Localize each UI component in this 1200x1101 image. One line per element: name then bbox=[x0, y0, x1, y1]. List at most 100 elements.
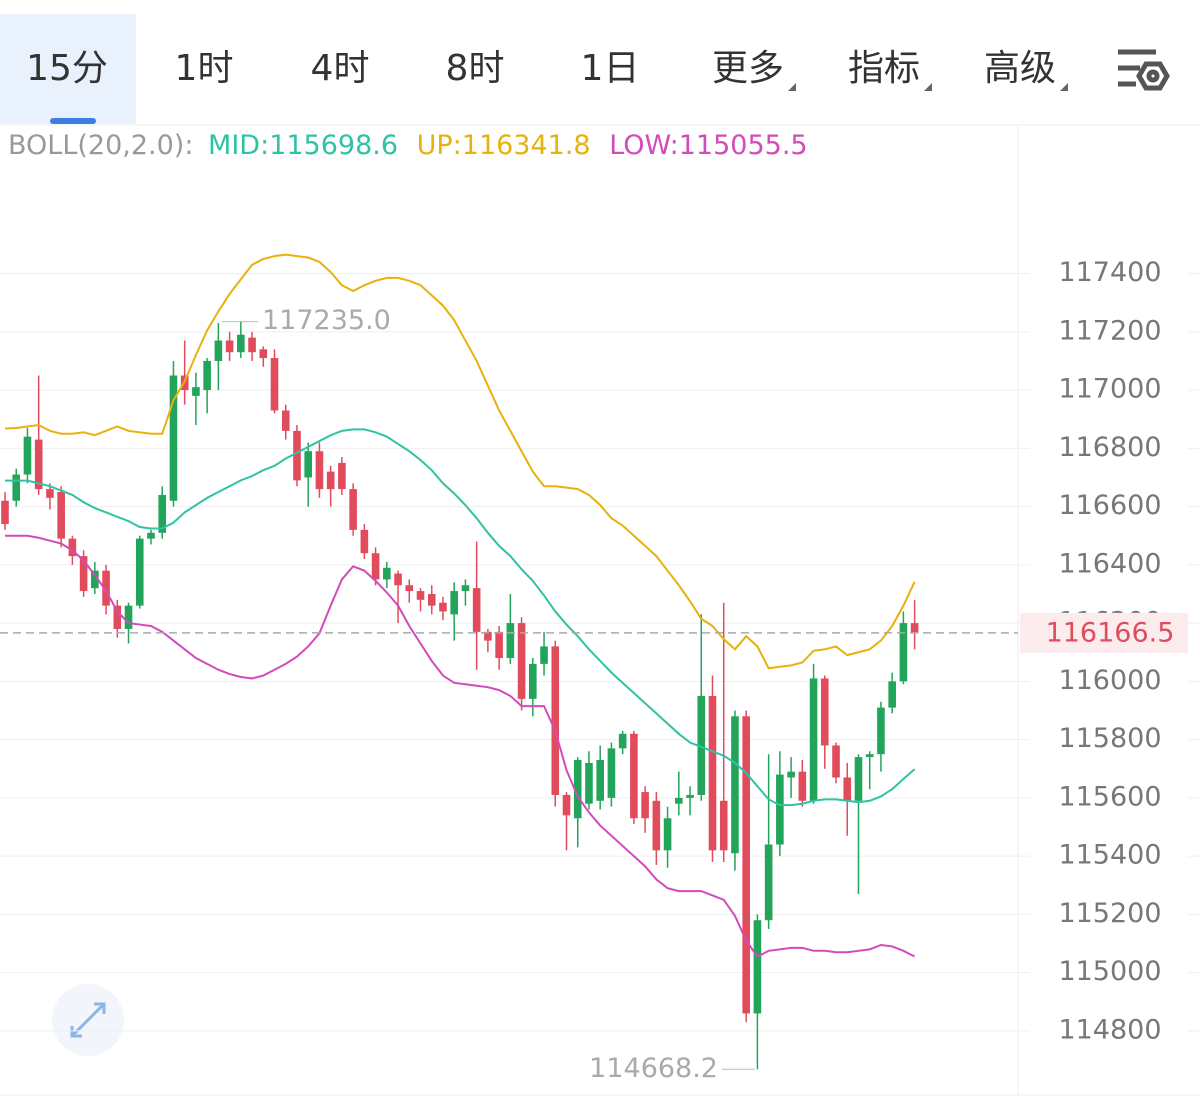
active-tab-indicator bbox=[50, 118, 96, 124]
candle-body bbox=[315, 451, 324, 490]
candle-body bbox=[405, 585, 414, 592]
candle-body bbox=[764, 844, 773, 921]
y-tick-label: 117000 bbox=[1058, 374, 1161, 405]
fullscreen-button[interactable] bbox=[52, 984, 124, 1056]
candle-body bbox=[113, 605, 122, 629]
y-tick-label: 114800 bbox=[1058, 1014, 1161, 1045]
candle-body bbox=[719, 800, 728, 851]
y-tick-label: 117400 bbox=[1058, 257, 1161, 288]
active-tab-bg bbox=[0, 14, 136, 124]
candle-body bbox=[416, 591, 425, 600]
candle-body bbox=[472, 588, 481, 632]
y-tick-label: 116000 bbox=[1058, 665, 1161, 696]
candle-body bbox=[753, 920, 762, 1014]
candle-body bbox=[225, 340, 234, 353]
tab[interactable]: 1日 bbox=[581, 48, 640, 89]
candle-body bbox=[697, 695, 706, 795]
y-tick-label: 116800 bbox=[1058, 432, 1161, 463]
legend-title: BOLL(20,2.0): bbox=[8, 130, 193, 161]
tab[interactable]: 4时 bbox=[311, 48, 370, 89]
settings-icon[interactable] bbox=[1118, 49, 1170, 91]
candle-body bbox=[731, 716, 739, 854]
candle-body bbox=[652, 800, 661, 851]
candle-body bbox=[237, 334, 245, 353]
candle-body bbox=[102, 570, 110, 606]
candle-body bbox=[46, 489, 54, 498]
candle-body bbox=[450, 591, 458, 615]
candle-body bbox=[618, 733, 627, 749]
candle-body bbox=[439, 602, 447, 612]
boll-legend: BOLL(20,2.0): MID:115698.6 UP:116341.8 L… bbox=[8, 130, 808, 161]
candle-body bbox=[641, 792, 649, 819]
candle-body bbox=[506, 623, 515, 659]
candle-body bbox=[158, 494, 167, 533]
candle-body bbox=[529, 663, 537, 699]
candle-body bbox=[843, 777, 852, 801]
max-label: 117235.0 bbox=[262, 305, 391, 336]
legend-up-name: UP: bbox=[417, 130, 462, 161]
candle-body bbox=[214, 340, 223, 361]
candle-body bbox=[708, 695, 717, 851]
y-tick-label: 116600 bbox=[1058, 490, 1161, 521]
candle-body bbox=[147, 532, 155, 539]
candle-body bbox=[360, 529, 369, 554]
candle-body bbox=[270, 358, 279, 411]
candle-body bbox=[248, 337, 256, 353]
candle-body bbox=[540, 646, 548, 664]
candle-body bbox=[135, 538, 144, 606]
min-label: 114668.2 bbox=[589, 1053, 718, 1084]
candle-body bbox=[787, 771, 795, 778]
candle-body bbox=[326, 471, 335, 490]
candle-body bbox=[832, 745, 840, 778]
y-tick-label: 117200 bbox=[1058, 315, 1161, 346]
candle-body bbox=[304, 451, 313, 478]
candle-body bbox=[461, 585, 470, 592]
candle-body bbox=[675, 797, 683, 804]
y-tick-label: 115600 bbox=[1058, 781, 1161, 812]
y-tick-label: 115000 bbox=[1058, 956, 1161, 987]
candle-body bbox=[742, 716, 750, 1014]
y-tick-label: 115800 bbox=[1058, 723, 1161, 754]
candle-body bbox=[517, 623, 526, 699]
tab[interactable]: 8时 bbox=[446, 48, 505, 89]
last-price-box bbox=[1020, 612, 1188, 653]
candle-body bbox=[1, 500, 9, 525]
tab[interactable]: 15分 bbox=[26, 48, 108, 89]
candle-body bbox=[630, 733, 638, 819]
boll-line bbox=[4, 253, 916, 670]
candle-body bbox=[12, 474, 21, 501]
boll-line bbox=[5, 428, 916, 807]
y-tick-label: 115200 bbox=[1058, 898, 1161, 929]
candle-body bbox=[91, 570, 99, 589]
dropdown-triangle bbox=[788, 83, 796, 91]
candle-body bbox=[68, 538, 77, 557]
legend-low-name: LOW: bbox=[609, 130, 679, 161]
candle-body bbox=[34, 439, 43, 490]
candle-body bbox=[371, 553, 380, 580]
candle-body bbox=[809, 678, 818, 801]
candle-body bbox=[259, 349, 268, 359]
candle-body bbox=[383, 567, 391, 580]
candle-body bbox=[686, 794, 694, 798]
tab[interactable]: 更多 bbox=[712, 48, 784, 89]
y-tick-label: 116400 bbox=[1058, 548, 1161, 579]
tab[interactable]: 高级 bbox=[984, 48, 1056, 89]
candle-body bbox=[798, 771, 807, 801]
candle-body bbox=[484, 631, 492, 641]
candle-body bbox=[899, 623, 908, 682]
candle-body bbox=[820, 678, 829, 746]
candle-body bbox=[124, 605, 133, 629]
legend-up-value: 116341.8 bbox=[462, 130, 591, 161]
candle-body bbox=[169, 375, 178, 501]
candle-body bbox=[551, 646, 560, 795]
candle-body bbox=[607, 748, 616, 798]
tab[interactable]: 1时 bbox=[175, 48, 234, 89]
candle-body bbox=[79, 556, 88, 592]
candle-body bbox=[888, 681, 896, 708]
tab[interactable]: 指标 bbox=[848, 48, 920, 89]
candle-body bbox=[338, 462, 346, 490]
candle-body bbox=[495, 631, 503, 659]
legend-low-value: 115055.5 bbox=[679, 130, 808, 161]
candle-body bbox=[663, 818, 672, 851]
